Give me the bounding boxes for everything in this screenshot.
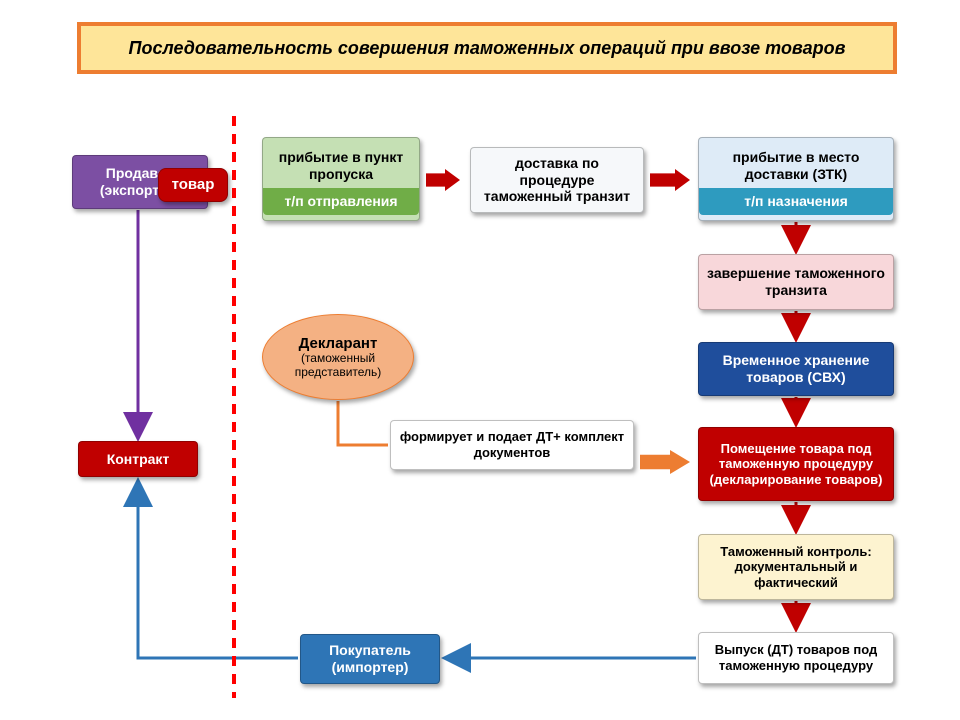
arrow-arrival-to-transit xyxy=(426,169,460,191)
declarant-line3: представитель) xyxy=(295,366,382,380)
node-control-label: Таможенный контроль: документальный и фа… xyxy=(707,544,885,591)
node-declarant: Декларант(таможенныйпредставитель) xyxy=(262,314,414,400)
node-forms_docs: формирует и подает ДТ+ комплект документ… xyxy=(390,420,634,470)
node-arrival_checkpoint: прибытие в пункт пропуска т/п отправления xyxy=(262,137,420,221)
node-transit_end: завершение таможенного транзита xyxy=(698,254,894,310)
node-declaration: Помещение товара под таможенную процедур… xyxy=(698,427,894,501)
node-arrival_dest-label: прибытие в место доставки (ЗТК) xyxy=(707,149,885,183)
arrow-buyer-to-contract xyxy=(138,480,298,658)
node-arrival_checkpoint-label: прибытие в пункт пропуска xyxy=(271,149,411,183)
node-goods-label: товар xyxy=(172,176,215,194)
node-arrival_dest: прибытие в место доставки (ЗТК) т/п назна… xyxy=(698,137,894,221)
node-contract-label: Контракт xyxy=(107,451,170,468)
node-declaration-label: Помещение товара под таможенную процедур… xyxy=(707,441,885,488)
node-temp_storage-label: Временное хранение товаров (СВХ) xyxy=(707,352,885,386)
arrow-docs-to-declare xyxy=(640,450,690,474)
node-release-label: Выпуск (ДТ) товаров под таможенную проце… xyxy=(707,642,885,673)
arrow-declarant-to-docs xyxy=(338,401,388,445)
node-buyer: Покупатель (импортер) xyxy=(300,634,440,684)
node-buyer-label: Покупатель (импортер) xyxy=(309,642,431,676)
node-goods: товар xyxy=(158,168,228,202)
node-control: Таможенный контроль: документальный и фа… xyxy=(698,534,894,600)
node-temp_storage: Временное хранение товаров (СВХ) xyxy=(698,342,894,396)
title-bar: Последовательность совершения таможенных… xyxy=(77,22,897,74)
node-arrival_dest-sublabel: т/п назначения xyxy=(699,188,893,215)
node-arrival_checkpoint-sublabel: т/п отправления xyxy=(263,188,419,215)
node-transit-label: доставка по процедуре таможенный транзит xyxy=(479,155,635,205)
node-transit: доставка по процедуре таможенный транзит xyxy=(470,147,644,213)
arrow-transit-to-dest xyxy=(650,169,690,191)
node-forms_docs-label: формирует и подает ДТ+ комплект документ… xyxy=(399,429,625,460)
declarant-line2: (таможенный xyxy=(301,352,375,366)
declarant-line1: Декларант xyxy=(299,335,378,352)
node-release: Выпуск (ДТ) товаров под таможенную проце… xyxy=(698,632,894,684)
node-transit_end-label: завершение таможенного транзита xyxy=(707,265,885,299)
node-contract: Контракт xyxy=(78,441,198,477)
